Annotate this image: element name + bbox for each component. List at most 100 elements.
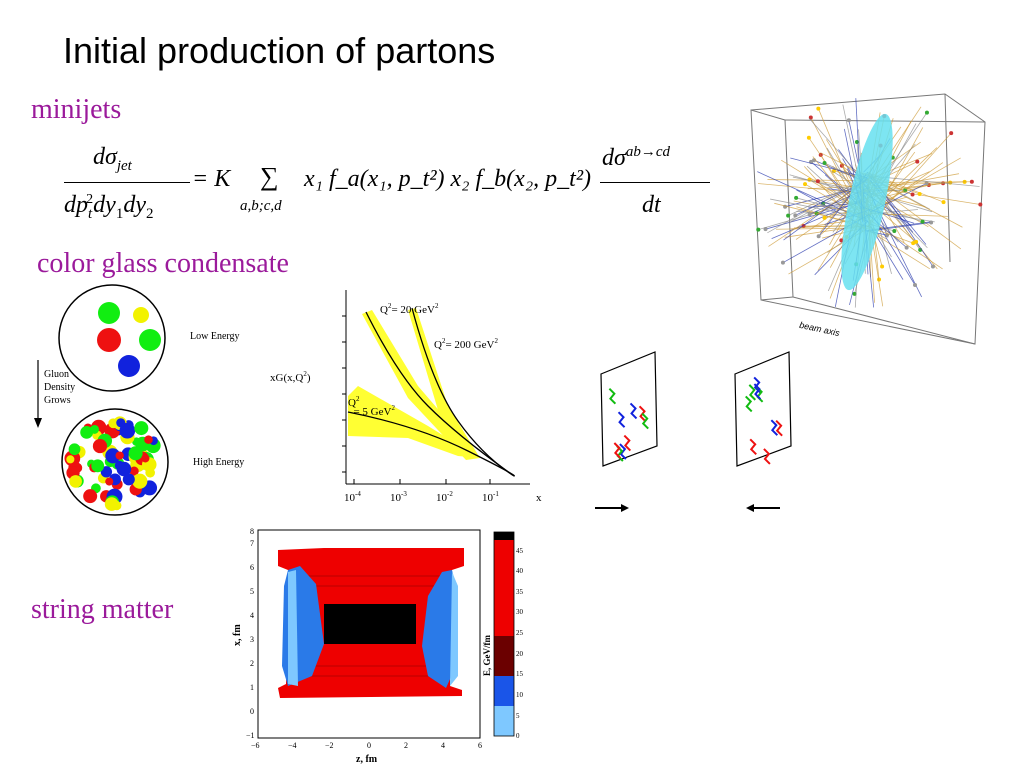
gluon-dot [90, 425, 99, 434]
svg-text:2: 2 [404, 741, 408, 750]
low-energy-label: Low Energy [190, 331, 240, 342]
track-endpoint [913, 283, 917, 287]
svg-text:−6: −6 [251, 741, 260, 750]
svg-text:4: 4 [441, 741, 445, 750]
svg-text:−4: −4 [288, 741, 297, 750]
gluon-dot [69, 443, 81, 455]
string-black-core [324, 604, 416, 644]
section-string-matter: string matter [31, 594, 173, 626]
track-endpoint [823, 161, 827, 165]
track-endpoint [978, 203, 982, 207]
high-energy-label: High Energy [193, 457, 244, 468]
track-endpoint [880, 264, 884, 268]
track-endpoint [794, 196, 798, 200]
track-endpoint [781, 261, 785, 265]
colliding-sheets-figure [585, 340, 800, 515]
track-endpoint [949, 131, 953, 135]
eq-rhs-body: x₁ f_a(x₁, p_t²) x₂ f_b(x₂, p_t²) [304, 166, 591, 193]
track-endpoint [823, 216, 827, 220]
x-tick-1e-4: 10-4 [344, 490, 361, 504]
eq-rhs-frac-num: dσ [602, 145, 626, 171]
svg-text:2: 2 [250, 659, 254, 668]
track-endpoint [921, 220, 925, 224]
track-endpoint [847, 118, 851, 122]
svg-text:15: 15 [516, 670, 524, 678]
gluon-density-figure: Low Energy High Energy Gluon Density Gro… [30, 282, 270, 522]
track-endpoint [931, 264, 935, 268]
eq-lhs-fraction-bar [64, 182, 190, 183]
arrow-label-line-1: Gluon [44, 368, 75, 381]
gluon-dot [134, 421, 148, 435]
y-axis-label: xG(x,Q2) [270, 370, 311, 384]
string-matter-plot: −6 −4 −2 0 2 4 6 −1 0 1 2 3 4 5 6 7 8 z,… [228, 526, 524, 766]
track-endpoint [925, 111, 929, 115]
colliding-sheets-graphic [585, 340, 800, 515]
svg-text:25: 25 [516, 629, 524, 637]
svg-text:0: 0 [516, 732, 520, 740]
track-endpoint [970, 180, 974, 184]
gluon-dot [141, 454, 149, 462]
gluon-distribution-graphic: Q2= 20 GeV2 Q2= 200 GeV2 Q2= 5 GeV2 xG(x… [268, 286, 558, 512]
svg-text:−1: −1 [246, 731, 255, 740]
eq-K: = K [192, 166, 230, 193]
track-endpoint [816, 107, 820, 111]
gluon-dot [116, 418, 125, 427]
gluon-dot [123, 473, 135, 485]
string-colorbar [494, 532, 514, 736]
track-endpoint [793, 213, 797, 217]
svg-text:3: 3 [250, 635, 254, 644]
eq-lhs-denominator: dp [64, 192, 88, 218]
string-y-ticks: −1 0 1 2 3 4 5 6 7 8 [246, 527, 255, 740]
track-endpoint [892, 229, 896, 233]
track-endpoint [911, 241, 915, 245]
svg-text:20: 20 [516, 650, 524, 658]
track-endpoint [817, 234, 821, 238]
gluon-distribution-plot: Q2= 20 GeV2 Q2= 200 GeV2 Q2= 5 GeV2 xG(x… [268, 286, 558, 512]
string-matter-graphic: −6 −4 −2 0 2 4 6 −1 0 1 2 3 4 5 6 7 8 z,… [228, 526, 524, 766]
curve-label-q2-20: Q2= 20 GeV2 [380, 302, 439, 316]
x-tick-1e-1: 10-1 [482, 490, 499, 504]
gluon-dot [144, 435, 153, 444]
track-endpoint [786, 214, 790, 218]
gluon-density-arrow-label: Gluon Density Grows [44, 368, 75, 407]
eq-rhs-frac-den: dt [642, 192, 661, 219]
gluon-dot [83, 489, 97, 503]
curve-label-q2-200: Q2= 200 GeV2 [434, 337, 498, 351]
track-endpoint [803, 182, 807, 186]
gluon-dot [129, 446, 143, 460]
sheet-right [735, 352, 791, 466]
svg-text:10: 10 [516, 691, 524, 699]
gluon-dot [93, 439, 107, 453]
track-endpoint [918, 192, 922, 196]
svg-text:40: 40 [516, 567, 524, 575]
track-endpoint [929, 221, 933, 225]
x-tick-1e-3: 10-3 [390, 490, 407, 504]
string-y-label: x, fm [232, 624, 243, 646]
eq-rhs-frac-num-sup: ab→cd [626, 144, 670, 160]
gluon-dot [105, 478, 113, 486]
string-x-ticks: −6 −4 −2 0 2 4 6 [251, 741, 482, 750]
string-x-label: z, fm [356, 754, 378, 765]
eq-rhs-fraction-bar [600, 182, 710, 183]
eq-sum: ∑ [260, 162, 279, 192]
colorbar-label: E, GeV/fm [482, 635, 492, 676]
x-tick-1e-2: 10-2 [436, 490, 453, 504]
svg-text:45: 45 [516, 547, 524, 555]
svg-text:30: 30 [516, 608, 524, 616]
eq-lhs-denominator-rest: dy [93, 192, 116, 218]
gluon-dot [116, 451, 124, 459]
svg-text:4: 4 [250, 611, 254, 620]
track-endpoint [808, 212, 812, 216]
svg-text:1: 1 [250, 683, 254, 692]
gluon-dot [69, 475, 82, 488]
svg-text:5: 5 [250, 587, 254, 596]
track-endpoint [911, 192, 915, 196]
svg-text:0: 0 [367, 741, 371, 750]
svg-text:−2: −2 [325, 741, 334, 750]
arrow-label-line-3: Grows [44, 394, 75, 407]
eq-sum-sub: a,b;c,d [240, 198, 282, 215]
track-endpoint [905, 246, 909, 250]
eq-lhs-numerator: dσ [93, 144, 117, 170]
section-color-glass-condensate: color glass condensate [37, 248, 289, 280]
minijet-equation: dσjet dpt2dy1dy2 = K ∑ a,b;c,d x₁ f_a(x₁… [0, 0, 720, 230]
